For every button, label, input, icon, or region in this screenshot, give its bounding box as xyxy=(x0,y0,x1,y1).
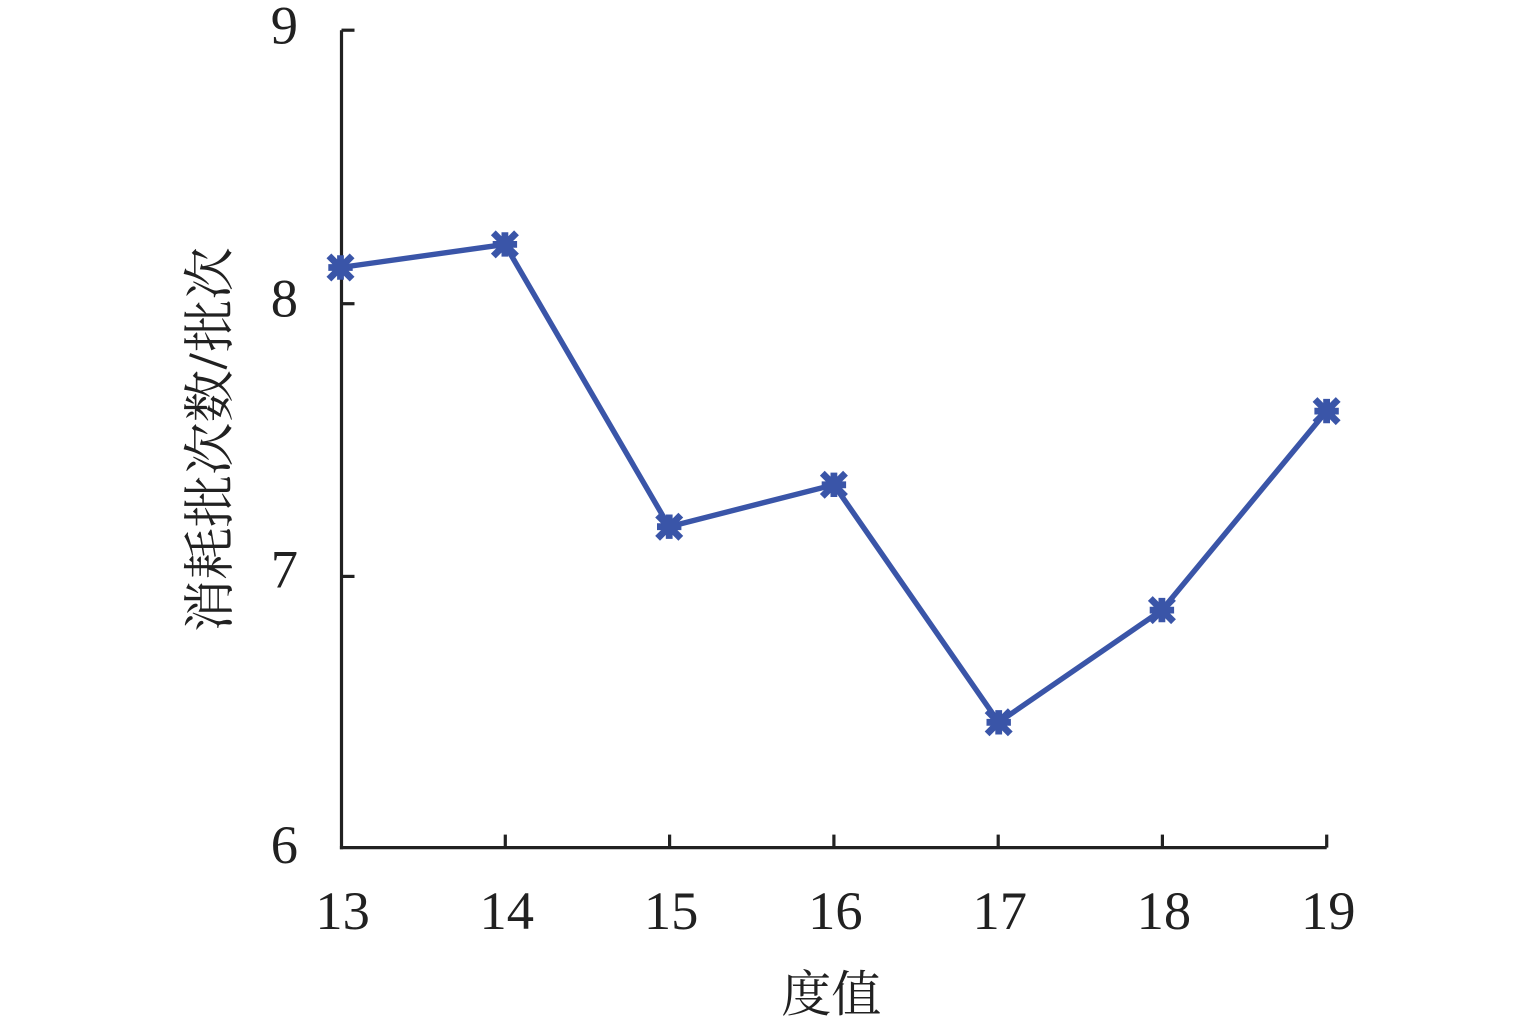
svg-text:7: 7 xyxy=(271,539,298,600)
svg-text:18: 18 xyxy=(1137,880,1192,941)
svg-text:6: 6 xyxy=(271,814,298,875)
svg-text:19: 19 xyxy=(1301,880,1356,941)
svg-text:14: 14 xyxy=(480,880,535,941)
svg-text:8: 8 xyxy=(271,267,298,328)
svg-text:15: 15 xyxy=(644,880,699,941)
svg-text:16: 16 xyxy=(808,880,863,941)
svg-text:13: 13 xyxy=(315,880,370,941)
svg-text:17: 17 xyxy=(972,880,1027,941)
svg-text:9: 9 xyxy=(271,0,298,56)
